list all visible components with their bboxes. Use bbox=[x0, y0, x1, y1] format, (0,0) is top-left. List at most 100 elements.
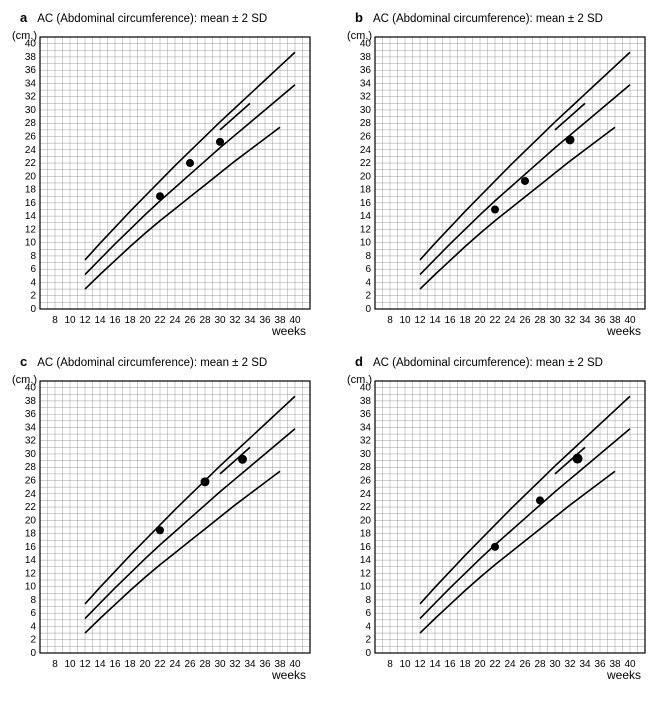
x-tick-label: 16 bbox=[109, 659, 121, 670]
x-tick-label: 8 bbox=[52, 659, 58, 670]
y-tick-label: 36 bbox=[25, 409, 37, 420]
y-tick-label: 24 bbox=[360, 145, 372, 156]
y-tick-label: 24 bbox=[360, 489, 372, 500]
x-axis-title: weeks bbox=[606, 324, 641, 338]
y-tick-label: 34 bbox=[25, 78, 37, 89]
data-point bbox=[491, 543, 499, 551]
data-point bbox=[238, 455, 247, 464]
y-tick-label: 18 bbox=[360, 529, 372, 540]
y-tick-label: 36 bbox=[25, 65, 37, 76]
x-tick-label: 12 bbox=[414, 315, 426, 326]
y-tick-label: 10 bbox=[25, 582, 37, 593]
y-tick-label: 8 bbox=[365, 251, 371, 262]
y-tick-label: 28 bbox=[360, 462, 372, 473]
chart-d: 0246810121416182022242628303234363840(cm… bbox=[345, 373, 655, 683]
y-tick-label: 16 bbox=[360, 542, 372, 553]
y-tick-label: 10 bbox=[25, 238, 37, 249]
x-tick-label: 26 bbox=[519, 315, 531, 326]
y-tick-label: 0 bbox=[365, 304, 371, 315]
x-tick-label: 10 bbox=[64, 659, 76, 670]
panel-a-title: a AC (Abdominal circumference): mean ± 2… bbox=[20, 10, 325, 25]
x-tick-label: 8 bbox=[387, 315, 393, 326]
x-tick-label: 20 bbox=[474, 315, 486, 326]
y-tick-label: 18 bbox=[25, 185, 37, 196]
x-tick-label: 12 bbox=[79, 659, 91, 670]
x-tick-label: 12 bbox=[414, 659, 426, 670]
data-point bbox=[491, 205, 499, 213]
y-tick-label: 36 bbox=[360, 65, 372, 76]
y-tick-label: 14 bbox=[25, 555, 37, 566]
x-tick-label: 30 bbox=[214, 315, 226, 326]
x-tick-label: 30 bbox=[549, 659, 561, 670]
y-tick-label: 4 bbox=[30, 277, 36, 288]
y-tick-label: 28 bbox=[360, 118, 372, 129]
y-tick-label: 22 bbox=[25, 158, 37, 169]
y-tick-label: 12 bbox=[360, 568, 372, 579]
y-tick-label: 14 bbox=[360, 211, 372, 222]
x-tick-label: 22 bbox=[489, 659, 501, 670]
panel-c-title: c AC (Abdominal circumference): mean ± 2… bbox=[20, 354, 325, 369]
x-tick-label: 24 bbox=[504, 659, 516, 670]
y-tick-label: 30 bbox=[360, 105, 372, 116]
y-tick-label: 18 bbox=[360, 185, 372, 196]
y-tick-label: 22 bbox=[25, 502, 37, 513]
y-tick-label: 32 bbox=[360, 436, 372, 447]
chart-c: 0246810121416182022242628303234363840(cm… bbox=[10, 373, 320, 683]
x-tick-label: 34 bbox=[579, 315, 591, 326]
x-tick-label: 18 bbox=[124, 659, 136, 670]
x-tick-label: 18 bbox=[459, 315, 471, 326]
y-tick-label: 16 bbox=[25, 542, 37, 553]
y-tick-label: 32 bbox=[360, 92, 372, 103]
panel-subtitle: AC (Abdominal circumference): mean ± 2 S… bbox=[373, 357, 603, 369]
y-tick-label: 6 bbox=[365, 264, 371, 275]
y-tick-label: 32 bbox=[25, 436, 37, 447]
y-tick-label: 0 bbox=[30, 648, 36, 659]
x-axis-title: weeks bbox=[271, 668, 306, 682]
y-tick-label: 30 bbox=[360, 449, 372, 460]
y-tick-label: 2 bbox=[30, 635, 36, 646]
y-tick-label: 26 bbox=[360, 476, 372, 487]
x-tick-label: 36 bbox=[594, 659, 606, 670]
y-tick-label: 4 bbox=[365, 277, 371, 288]
y-tick-label: 0 bbox=[365, 648, 371, 659]
data-point bbox=[156, 526, 164, 534]
x-tick-label: 30 bbox=[549, 315, 561, 326]
panel-subtitle: AC (Abdominal circumference): mean ± 2 S… bbox=[373, 13, 603, 25]
y-tick-label: 12 bbox=[25, 568, 37, 579]
x-tick-label: 12 bbox=[79, 315, 91, 326]
x-tick-label: 18 bbox=[459, 659, 471, 670]
y-tick-label: 14 bbox=[25, 211, 37, 222]
panel-b: b AC (Abdominal circumference): mean ± 2… bbox=[345, 10, 660, 339]
y-tick-label: 34 bbox=[360, 422, 372, 433]
y-tick-label: 0 bbox=[30, 304, 36, 315]
y-tick-label: 34 bbox=[25, 422, 37, 433]
data-point bbox=[156, 192, 164, 200]
y-tick-label: 12 bbox=[25, 224, 37, 235]
y-tick-label: 20 bbox=[25, 515, 37, 526]
x-tick-label: 16 bbox=[444, 315, 456, 326]
x-tick-label: 8 bbox=[387, 659, 393, 670]
x-tick-label: 26 bbox=[184, 315, 196, 326]
data-point bbox=[216, 138, 224, 146]
y-tick-label: 28 bbox=[25, 462, 37, 473]
y-tick-label: 32 bbox=[25, 92, 37, 103]
y-tick-label: 16 bbox=[360, 198, 372, 209]
y-tick-label: 24 bbox=[25, 489, 37, 500]
y-tick-label: 28 bbox=[25, 118, 37, 129]
x-tick-label: 26 bbox=[519, 659, 531, 670]
y-tick-label: 12 bbox=[360, 224, 372, 235]
y-tick-label: 38 bbox=[25, 396, 37, 407]
y-tick-label: 20 bbox=[25, 171, 37, 182]
y-tick-label: 22 bbox=[360, 158, 372, 169]
x-tick-label: 36 bbox=[259, 659, 271, 670]
chart-b: 0246810121416182022242628303234363840(cm… bbox=[345, 29, 655, 339]
y-tick-label: 34 bbox=[360, 78, 372, 89]
data-point bbox=[536, 496, 544, 504]
data-point bbox=[186, 159, 194, 167]
x-tick-label: 8 bbox=[52, 315, 58, 326]
x-tick-label: 14 bbox=[429, 315, 441, 326]
x-tick-label: 20 bbox=[474, 659, 486, 670]
x-tick-label: 20 bbox=[139, 315, 151, 326]
x-tick-label: 32 bbox=[564, 315, 576, 326]
y-tick-label: 38 bbox=[360, 52, 372, 63]
